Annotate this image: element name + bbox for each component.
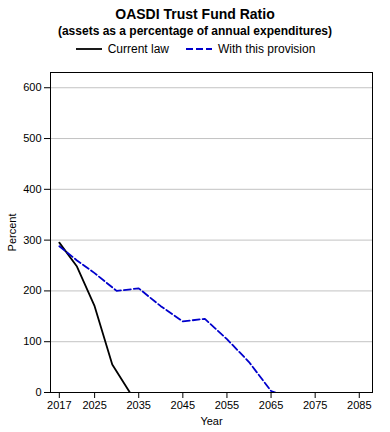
svg-text:0: 0	[35, 386, 41, 398]
svg-text:100: 100	[23, 335, 41, 347]
svg-text:Percent: Percent	[6, 214, 18, 252]
svg-text:200: 200	[23, 284, 41, 296]
html-text:With this provision: With this provision	[218, 42, 316, 56]
svg-text:2035: 2035	[126, 399, 150, 411]
html-text:OASDI Trust Fund Ratio: OASDI Trust Fund Ratio	[115, 6, 275, 22]
svg-text:2065: 2065	[259, 399, 283, 411]
svg-text:Year: Year	[200, 415, 223, 427]
svg-text:2075: 2075	[303, 399, 327, 411]
svg-text:2055: 2055	[215, 399, 239, 411]
svg-text:2045: 2045	[171, 399, 195, 411]
svg-text:2085: 2085	[347, 399, 371, 411]
svg-text:2017: 2017	[47, 399, 71, 411]
svg-text:300: 300	[23, 234, 41, 246]
svg-text:400: 400	[23, 183, 41, 195]
html-text:Current law: Current law	[107, 42, 169, 56]
svg-text:500: 500	[23, 132, 41, 144]
svg-text:2025: 2025	[82, 399, 106, 411]
html-text:(assets as a percentage of ann: (assets as a percentage of annual expend…	[57, 24, 332, 38]
svg-text:600: 600	[23, 81, 41, 93]
